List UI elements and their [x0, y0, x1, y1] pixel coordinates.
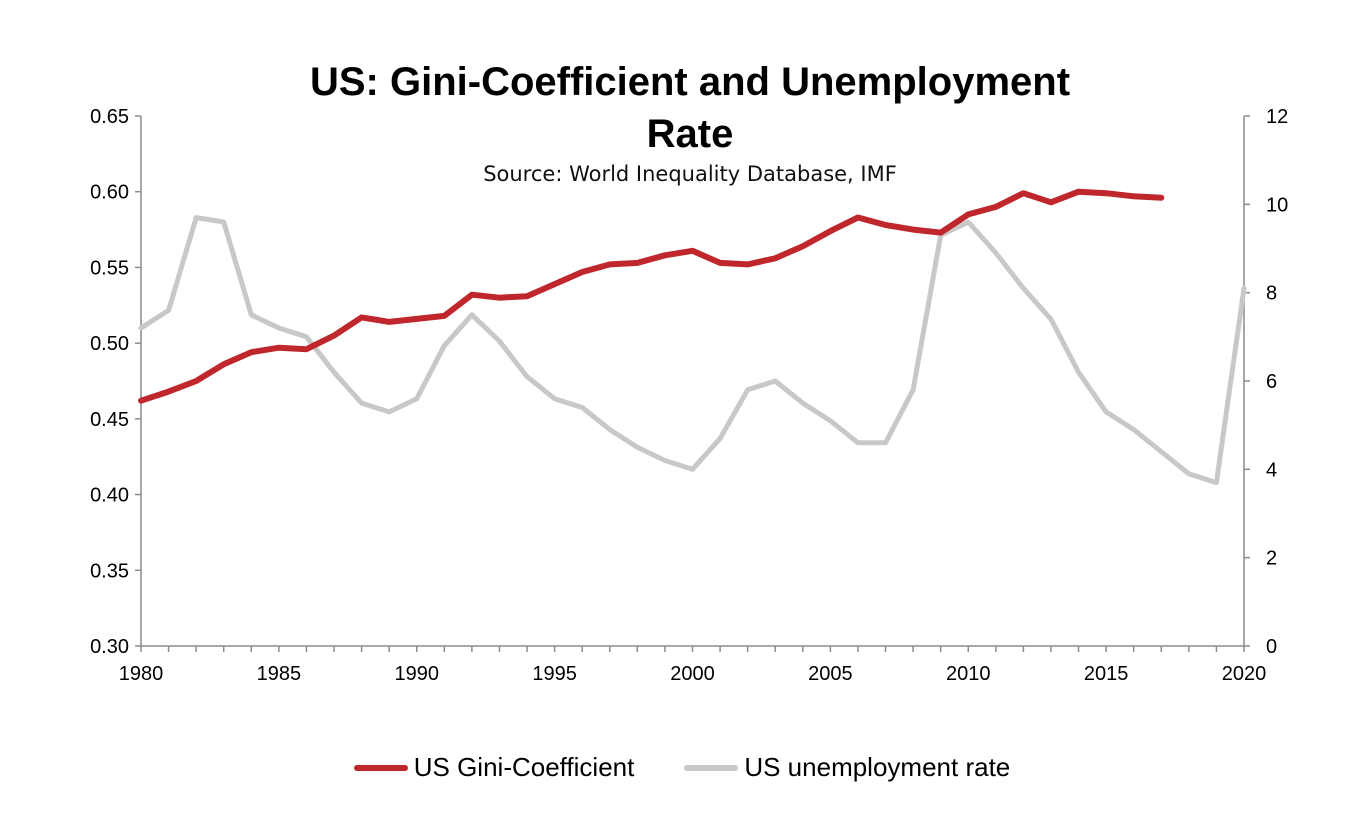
y-right-tick-label: 8 [1266, 283, 1277, 305]
chart-title-line-1: US: Gini-Coefficient and Unemployment [309, 60, 1071, 104]
legend-item-unemployment: US unemployment rate [684, 752, 1010, 783]
legend-label-unemployment: US unemployment rate [744, 752, 1011, 782]
chart-subtitle: Source: World Inequality Database, IMF [483, 162, 897, 186]
series-line-gini [138, 188, 1165, 404]
y-right-tick-label: 0 [1266, 636, 1277, 658]
y-left-tick-label: 0.55 [90, 257, 129, 279]
y-left-tick-label: 0.35 [90, 560, 129, 582]
y-left-tick-label: 0.40 [90, 485, 129, 507]
legend-label-gini: US Gini-Coefficient [413, 752, 635, 782]
chart-axes: 1980 1985 1990 1995 2000 2005 2010 2015 20200.30… [90, 106, 1288, 685]
y-left-tick-label: 0.30 [90, 636, 129, 658]
y-left-tick-label: 0.50 [90, 333, 129, 355]
chart-series-layer [138, 188, 1247, 486]
y-right-tick-label: 12 [1266, 106, 1288, 128]
x-tick-label: 2000 [670, 663, 715, 685]
x-tick-label: 2010 [946, 663, 991, 685]
y-right-tick-label: 4 [1266, 459, 1277, 481]
x-tick-label: 1995 [532, 663, 577, 685]
legend-item-gini: US Gini-Coefficient [353, 752, 635, 783]
y-right-tick-label: 2 [1266, 548, 1277, 570]
series-line-unemployment [138, 215, 1247, 486]
y-left-tick-label: 0.45 [90, 409, 129, 431]
x-tick-label: 2020 [1222, 663, 1267, 685]
legend-swatch-unemployment [684, 764, 739, 771]
y-left-tick-label: 0.65 [90, 106, 129, 128]
x-tick-label: 1980 [119, 663, 164, 685]
y-right-tick-label: 6 [1266, 371, 1277, 393]
y-right-tick-label: 10 [1266, 194, 1288, 216]
legend-swatch-gini [353, 764, 408, 771]
x-tick-label: 2005 [808, 663, 853, 685]
chart-title-line-2: Rate [646, 112, 734, 156]
x-tick-label: 1985 [257, 663, 302, 685]
y-left-tick-label: 0.60 [90, 182, 129, 204]
x-tick-label: 1990 [395, 663, 440, 685]
chart-legend: US Gini-Coefficient US unemployment rate [0, 752, 1364, 783]
x-tick-label: 2015 [1084, 663, 1129, 685]
